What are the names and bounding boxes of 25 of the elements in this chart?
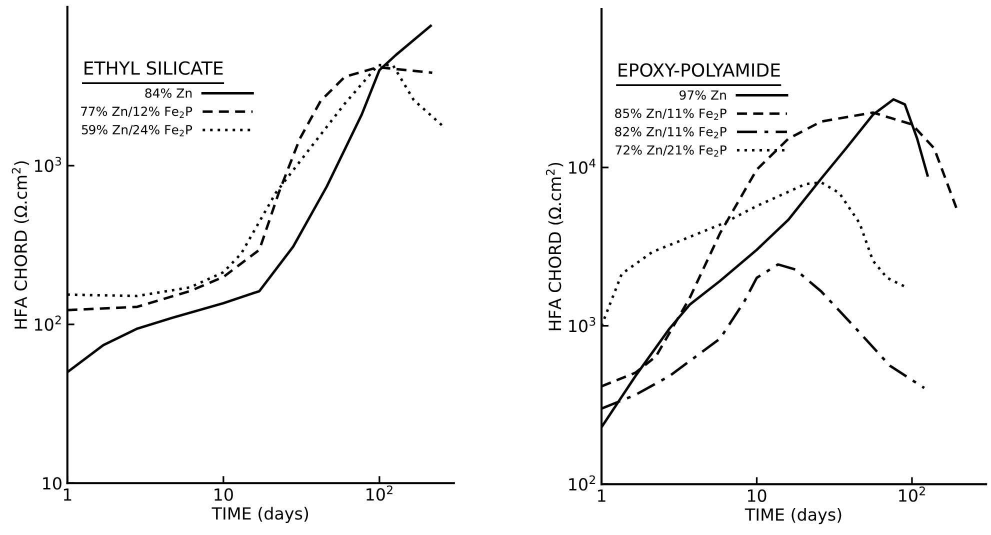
legend-label: 82% Zn/11% Fe$_{2}$P	[615, 126, 726, 138]
x-axis-title: TIME (days)	[744, 508, 842, 524]
y-axis-title: HFA CHORD (Ω.cm$^{2}$)	[546, 162, 564, 330]
legend-label: 72% Zn/21% Fe$_{2}$P	[616, 145, 727, 157]
y-axis-title: HFA CHORD (Ω.cm$^{2}$)	[12, 161, 30, 329]
text: ETHYL SILICATE	[84, 61, 223, 75]
x-tick-label: 10$^{2}$	[899, 486, 925, 502]
y-tick-label: 10$^{2}$	[35, 316, 61, 331]
x-tick-label: 10$^{2}$	[366, 485, 392, 501]
y-tick-label: 10$^{3}$	[569, 316, 596, 332]
y-tick-label: 10$^{4}$	[569, 158, 596, 174]
legend-label: 84% Zn	[145, 88, 192, 98]
legend-label: 85% Zn/11% Fe$_{2}$P	[615, 108, 726, 120]
x-axis-title: TIME (days)	[212, 506, 308, 524]
x-tick-label: 1	[64, 488, 72, 501]
y-tick-label: 10$^{3}$	[35, 156, 62, 172]
y-tick-label: 10$^{2}$	[569, 475, 595, 491]
text: EPOXY-POLYAMIDE	[618, 63, 780, 77]
x-tick-label: 10	[748, 489, 766, 502]
x-tick-label: 10	[214, 488, 233, 501]
legend-label: 97% Zn	[680, 90, 726, 100]
y-tick-label: 10	[43, 477, 62, 490]
x-tick-label: 1	[598, 490, 606, 502]
legend-label: 59% Zn/24% Fe$_{2}$P	[82, 124, 192, 136]
legend-label: 77% Zn/12% Fe$_{2}$P	[81, 106, 192, 118]
